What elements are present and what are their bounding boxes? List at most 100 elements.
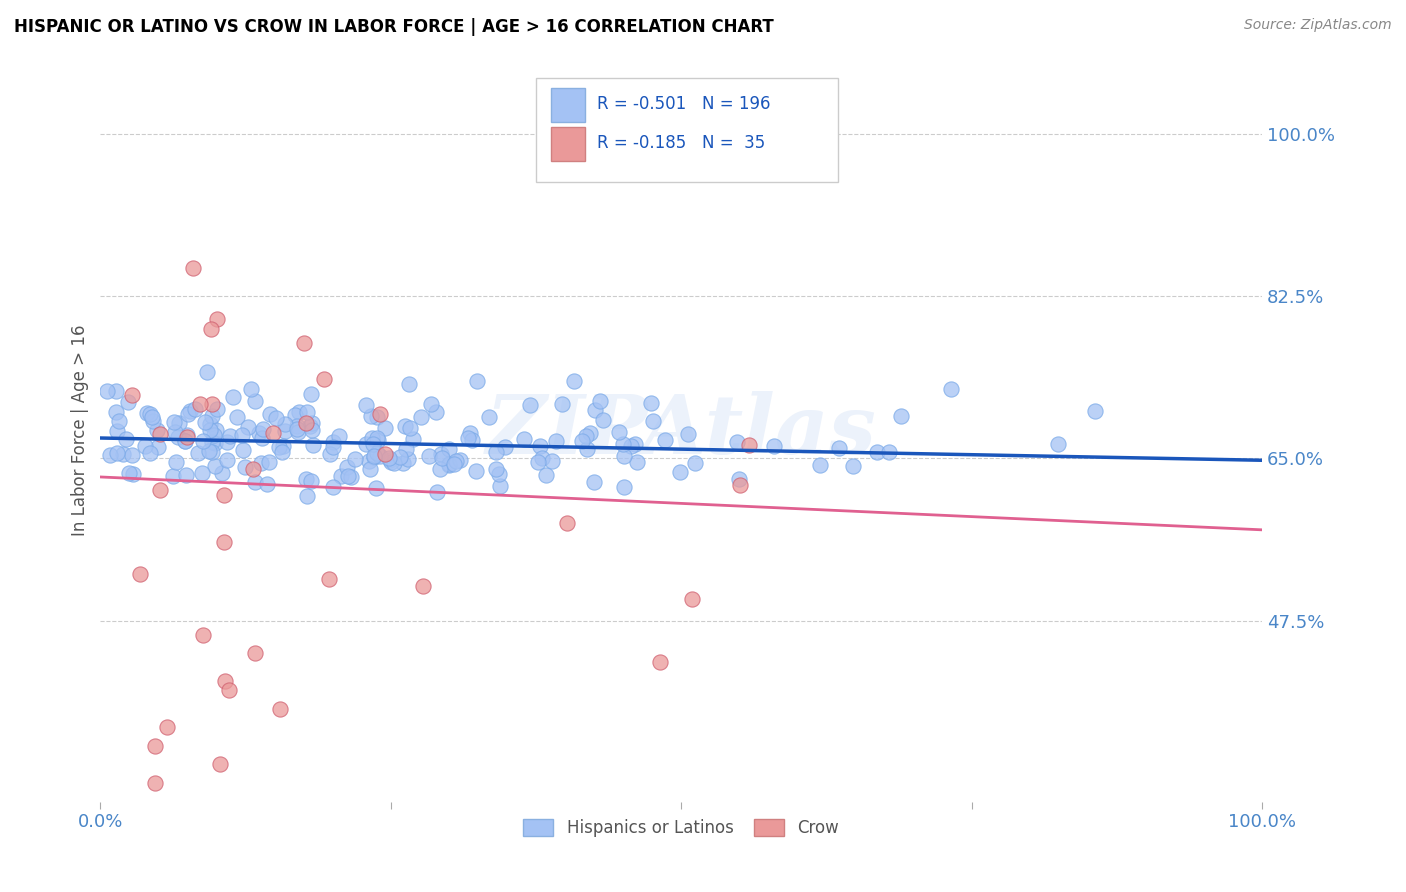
Point (204, 435, 226, 450)
Point (194, 415, 217, 429)
Point (252, 422, 274, 436)
Point (314, 372, 336, 386)
Point (329, 468, 352, 483)
Point (174, 434, 197, 448)
Point (301, 437, 323, 451)
Point (176, 430, 198, 444)
Point (425, 405, 447, 419)
Point (191, 466, 214, 480)
Point (374, 447, 396, 461)
Point (129, 566, 152, 581)
Point (96, 384, 118, 399)
Point (222, 390, 245, 404)
Point (465, 375, 488, 389)
Point (1047, 436, 1070, 450)
Point (366, 409, 388, 424)
Point (118, 467, 141, 481)
Point (941, 382, 963, 396)
Point (626, 455, 648, 469)
Point (359, 462, 381, 476)
Point (411, 410, 433, 425)
Point (534, 467, 557, 482)
Point (200, 322, 222, 336)
Point (728, 472, 751, 486)
Point (205, 312, 228, 326)
Point (166, 430, 188, 444)
Point (114, 433, 136, 447)
Point (299, 474, 322, 488)
Point (363, 450, 385, 465)
Point (612, 436, 634, 450)
Point (219, 429, 242, 443)
FancyBboxPatch shape (551, 87, 585, 122)
Point (198, 417, 221, 431)
Point (828, 441, 851, 455)
Point (449, 453, 471, 467)
Point (215, 453, 238, 467)
Point (368, 449, 391, 463)
Y-axis label: In Labor Force | Age > 16: In Labor Force | Age > 16 (72, 325, 89, 536)
Point (551, 396, 574, 410)
Point (527, 455, 550, 469)
Point (430, 447, 453, 461)
Point (176, 428, 198, 442)
Point (267, 440, 290, 454)
Text: HISPANIC OR LATINO VS CROW IN LABOR FORCE | AGE > 16 CORRELATION CHART: HISPANIC OR LATINO VS CROW IN LABOR FORC… (14, 18, 773, 36)
Point (478, 410, 501, 425)
Point (340, 470, 363, 484)
Point (388, 450, 411, 465)
Point (648, 656, 671, 670)
Point (238, 420, 260, 434)
Point (214, 534, 236, 549)
Point (181, 261, 204, 276)
Point (198, 423, 221, 437)
Point (725, 434, 748, 449)
Point (394, 418, 416, 433)
Point (368, 408, 391, 422)
Point (583, 403, 606, 417)
Point (575, 429, 598, 443)
Point (318, 572, 340, 586)
Point (842, 458, 865, 473)
Point (737, 437, 759, 451)
Point (141, 410, 163, 425)
Point (607, 425, 630, 439)
Point (299, 419, 322, 434)
Point (299, 387, 322, 401)
Point (344, 452, 367, 467)
Point (437, 458, 460, 472)
Point (271, 439, 294, 453)
Point (354, 437, 377, 451)
Point (205, 423, 228, 437)
Point (363, 449, 385, 463)
Point (374, 420, 396, 434)
Point (201, 397, 224, 411)
Point (149, 426, 172, 441)
Point (188, 396, 211, 410)
Point (363, 436, 385, 450)
Point (519, 398, 541, 412)
Text: Source: ZipAtlas.com: Source: ZipAtlas.com (1244, 18, 1392, 32)
Point (396, 451, 419, 466)
Point (149, 483, 172, 498)
Point (530, 451, 553, 466)
Point (177, 407, 200, 421)
Point (146, 423, 169, 437)
Point (366, 446, 388, 460)
Point (179, 404, 201, 418)
Point (226, 409, 249, 424)
Point (121, 388, 143, 402)
Point (232, 443, 254, 458)
Point (364, 481, 387, 495)
Text: R = -0.501   N = 196: R = -0.501 N = 196 (598, 95, 770, 113)
Point (197, 444, 219, 458)
Point (681, 591, 703, 606)
Point (233, 459, 256, 474)
Point (195, 365, 218, 379)
Point (485, 445, 508, 459)
Point (138, 407, 160, 421)
Point (360, 409, 382, 423)
Point (204, 458, 226, 473)
Point (444, 454, 467, 468)
Point (191, 434, 214, 448)
